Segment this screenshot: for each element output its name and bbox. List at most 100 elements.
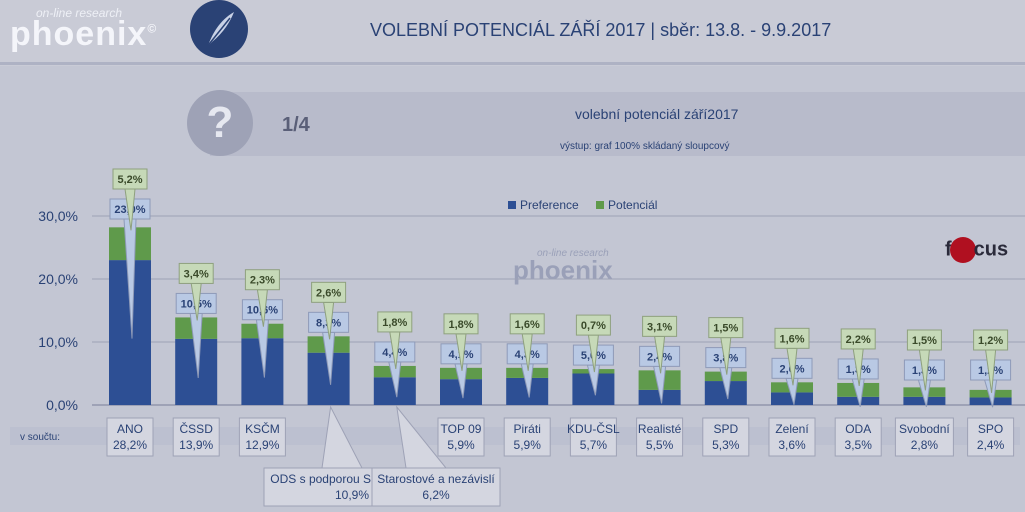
category-label-box [702,417,750,457]
data-label-potential: 3,1% [647,321,672,333]
category-label-box [437,417,485,457]
logo-tagline: on-line research [36,6,123,20]
category-label: Realisté [638,422,682,436]
legend-swatch-potential [596,201,605,209]
phoenix-feather-icon [190,0,248,58]
category-total: 12,9% [245,438,279,452]
question-subtitle: výstup: graf 100% skládaný sloupcový [560,141,730,152]
data-label-potential: 5,2% [117,174,142,186]
target-icon [949,237,976,263]
logo-name: phoenix© [10,15,157,54]
category-label: ANO [117,422,143,436]
data-label-potential: 2,2% [846,334,871,346]
data-label-box-potential [377,311,413,333]
y-tick-label: 0,0% [46,397,78,413]
category-total: 2,4% [977,438,1005,452]
data-label-box-potential [509,313,545,335]
category-label: Piráti [514,422,541,436]
category-label-box [172,417,220,457]
watermark-tagline: on-line research [537,248,609,259]
sum-row-label: v součtu: [20,432,60,443]
category-label: TOP 09 [441,422,482,436]
data-label-potential: 1,2% [978,335,1003,347]
data-label-box-potential [906,329,942,351]
y-tick-label: 10,0% [38,334,78,350]
data-label-box-potential [973,329,1009,351]
category-total: 3,5% [845,438,873,452]
focus-logo-post: cus [973,238,1009,261]
category-total: 5,7% [580,438,608,452]
data-label-potential: 0,7% [581,320,606,332]
category-label-box [967,417,1015,457]
data-label-box-potential [244,269,280,291]
data-label-potential: 3,4% [184,268,209,280]
legend-swatch-preference [508,201,516,209]
category-label: KDU-ČSL [567,421,620,436]
category-total: 5,9% [514,438,542,452]
category-total: 5,5% [646,438,674,452]
data-label-potential: 2,6% [316,287,341,299]
question-bar [210,92,1025,156]
category-label: ODA [845,422,871,436]
page-title: VOLEBNÍ POTENCIÁL ZÁŘÍ 2017 | sběr: 13.8… [370,20,832,40]
category-label: ČSSD [180,421,214,436]
y-tick-label: 30,0% [38,208,78,224]
category-label: Zelení [775,422,809,436]
category-total: 5,3% [712,438,740,452]
category-label: KSČM [245,421,280,436]
category-label-box [238,417,286,457]
data-label-box-potential [774,327,810,349]
category-label: Svobodní [899,422,950,436]
logo-name-text: phoenix [10,15,148,53]
data-label-box-potential [642,315,678,337]
question-number: 1/4 [282,114,310,136]
data-label-box-potential [708,317,744,339]
category-label-box [768,417,816,457]
category-total: 5,9% [447,438,475,452]
y-tick-label: 20,0% [38,271,78,287]
data-label-potential: 1,6% [515,319,540,331]
category-total: 2,8% [911,438,939,452]
data-label-potential: 2,3% [250,275,275,287]
bar-preference [638,389,681,405]
data-label-box-potential [840,328,876,350]
focus-logo: f cus [945,237,1008,263]
data-label-box-potential [575,314,611,336]
data-label-box-potential [443,313,479,335]
data-label-box-potential [311,281,347,303]
category-total: 6,2% [422,488,450,502]
category-label-box [636,417,684,457]
category-total: 28,2% [113,438,147,452]
question-title: volební potenciál září2017 [575,106,739,122]
category-label-box [894,417,954,457]
data-label-potential: 1,5% [912,335,937,347]
data-label-box-potential [178,262,214,284]
data-label-potential: 1,8% [448,319,473,331]
category-label: SPD [713,422,738,436]
category-label-box [371,467,501,507]
legend-label-potential: Potenciál [608,198,658,212]
category-total: 10,9% [335,488,369,502]
focus-logo-pre: f [945,238,952,261]
category-label: Starostové a nezávislí [377,472,495,486]
question-mark-icon: ? [187,90,253,156]
category-label-box [106,417,154,457]
header-bar: on-line research phoenix© VOLEBNÍ POTENC… [0,0,1025,65]
category-label-box [569,417,617,457]
legend-item-potential: Potenciál [596,198,657,212]
category-label-box [503,417,551,457]
legend-label-preference: Preference [520,198,579,212]
data-label-box-potential [112,168,148,190]
category-total: 3,6% [778,438,806,452]
chart-legend: Preference Potenciál [508,198,671,212]
category-label-box [834,417,882,457]
logo-symbol: © [147,21,158,36]
category-total: 13,9% [179,438,213,452]
data-label-potential: 1,8% [382,317,407,329]
legend-item-preference: Preference [508,198,579,212]
data-label-potential: 1,5% [713,323,738,335]
watermark-name: phoenix [513,255,613,285]
data-label-potential: 1,6% [779,333,804,345]
category-label: SPO [978,422,1003,436]
